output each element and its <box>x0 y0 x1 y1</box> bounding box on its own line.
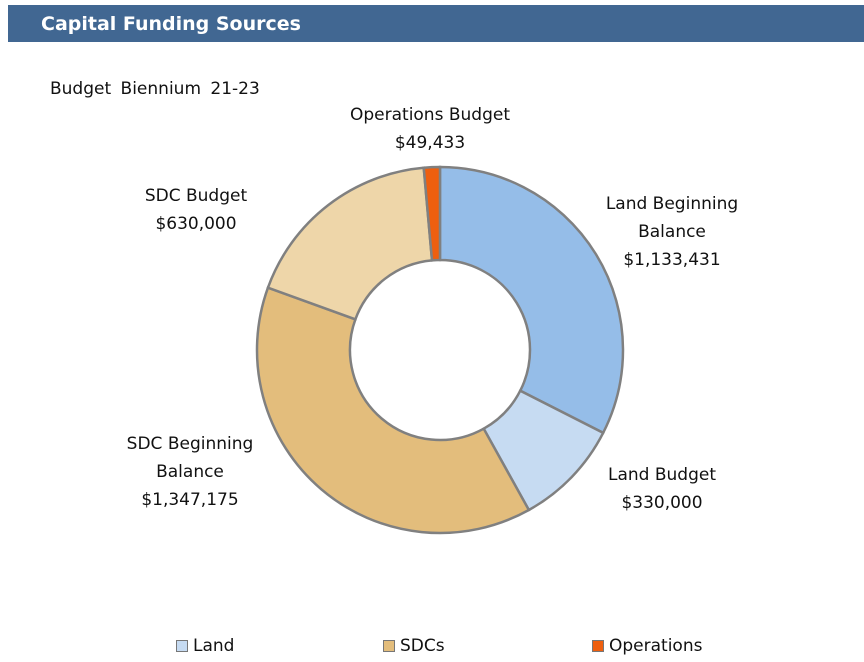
donut-slice <box>438 165 625 435</box>
donut-slice <box>422 165 442 262</box>
slice-label: Operations Budget $49,433 <box>330 101 530 157</box>
legend-label: Land <box>193 636 235 656</box>
slice-name: Operations Budget <box>349 105 510 125</box>
slice-label: Land Beginning Balance $1,133,431 <box>587 190 757 274</box>
legend-item: SDCs <box>383 636 445 656</box>
slice-value: $1,347,175 <box>141 490 239 510</box>
slice-name: Land Budget <box>607 465 716 485</box>
donut-slice <box>255 286 531 535</box>
slice-label: SDC Budget $630,000 <box>121 182 271 238</box>
chart-subtitle: Budget Biennium 21-23 <box>50 79 260 99</box>
slice-value: $1,133,431 <box>623 250 721 270</box>
slice-name: SDC Budget <box>144 186 248 206</box>
legend-swatch <box>176 640 188 652</box>
slice-value: $49,433 <box>394 133 466 153</box>
slice-name: Land Beginning Balance <box>605 194 739 242</box>
legend-item: Operations <box>592 636 702 656</box>
legend-swatch <box>383 640 395 652</box>
slice-name: SDC Beginning Balance <box>126 434 254 482</box>
slice-value: $630,000 <box>155 214 237 234</box>
legend-swatch <box>592 640 604 652</box>
header-bar: Capital Funding Sources <box>8 5 864 42</box>
slice-label: SDC Beginning Balance $1,347,175 <box>105 430 275 514</box>
slice-label: Land Budget $330,000 <box>587 461 737 517</box>
legend-label: SDCs <box>400 636 445 656</box>
header-title: Capital Funding Sources <box>41 13 301 35</box>
legend-item: Land <box>176 636 234 656</box>
slice-value: $330,000 <box>621 493 703 513</box>
donut-slice <box>266 166 434 321</box>
legend-label: Operations <box>609 636 703 656</box>
